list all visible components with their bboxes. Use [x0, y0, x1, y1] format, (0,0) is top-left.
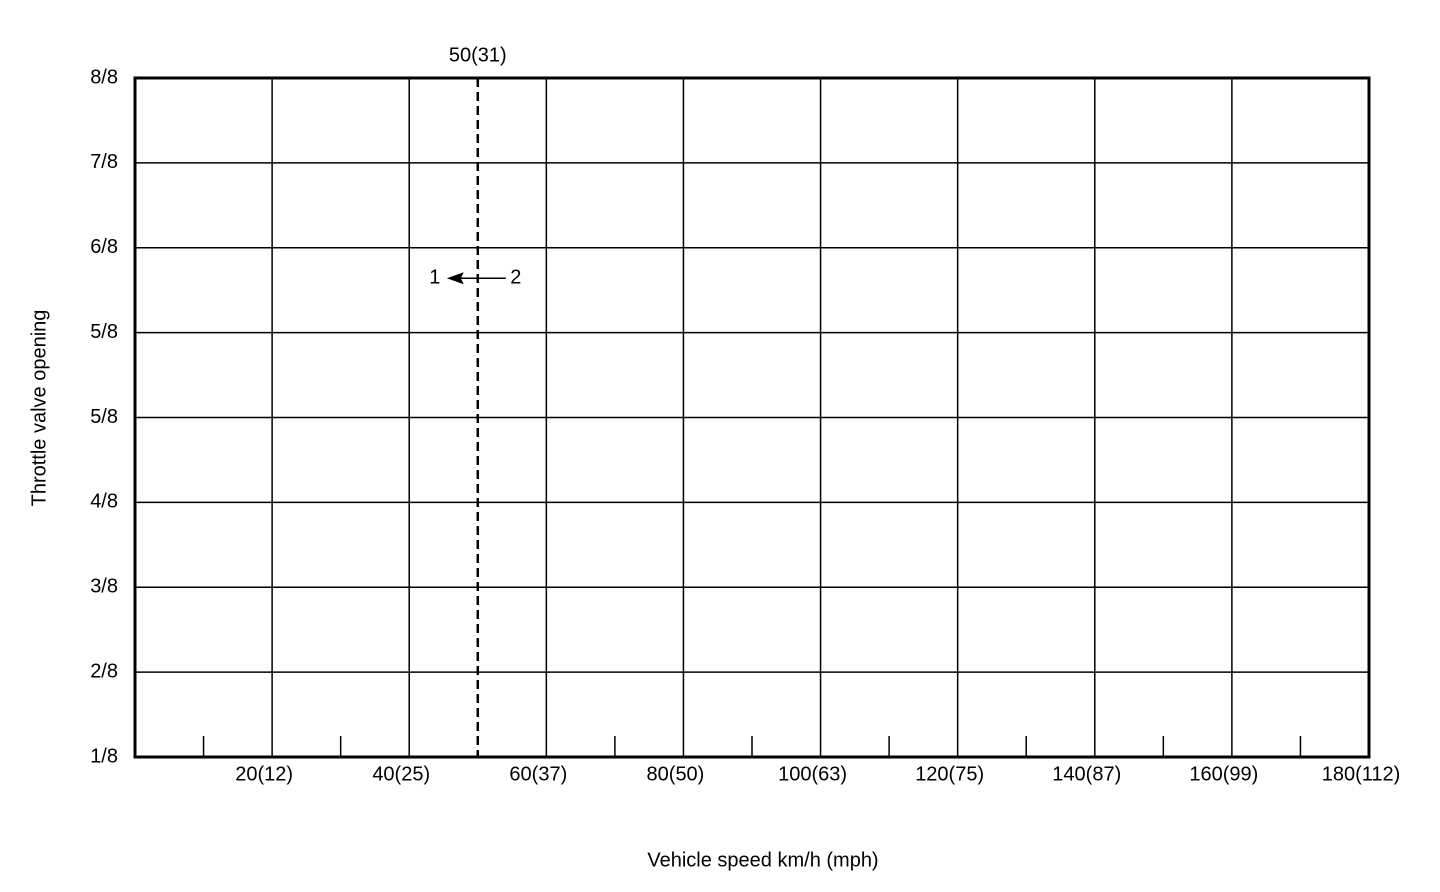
y-tick-label: 4/8 [90, 491, 118, 513]
y-tick-label: 3/8 [90, 576, 118, 598]
y-axis-label: Throttle valve opening [28, 310, 50, 507]
x-tick-label: 120(75) [915, 763, 984, 785]
x-tick-label: 160(99) [1189, 763, 1258, 785]
x-tick-label: 140(87) [1052, 763, 1121, 785]
shift-arrowhead [446, 272, 464, 285]
plot-border [133, 76, 1371, 759]
y-tick-label: 1/8 [90, 745, 118, 767]
y-tick-label: 6/8 [90, 236, 118, 258]
gear-label: 1 [429, 266, 440, 288]
x-tick-label: 80(50) [647, 763, 705, 785]
shift-line-label: 50(31) [449, 44, 507, 66]
y-tick-label: 2/8 [90, 660, 118, 682]
y-tick-label: 5/8 [90, 406, 118, 428]
x-tick-label: 100(63) [778, 763, 847, 785]
x-tick-label: 60(37) [509, 763, 567, 785]
x-tick-label: 20(12) [235, 763, 293, 785]
x-tick-label: 180(112) [1322, 763, 1401, 785]
x-axis-label: Vehicle speed km/h (mph) [647, 849, 878, 871]
y-tick-label: 8/8 [90, 66, 118, 88]
gear-label: 2 [510, 266, 521, 288]
y-tick-label: 5/8 [90, 321, 118, 343]
y-tick-label: 7/8 [90, 151, 118, 173]
x-tick-label: 40(25) [372, 763, 430, 785]
